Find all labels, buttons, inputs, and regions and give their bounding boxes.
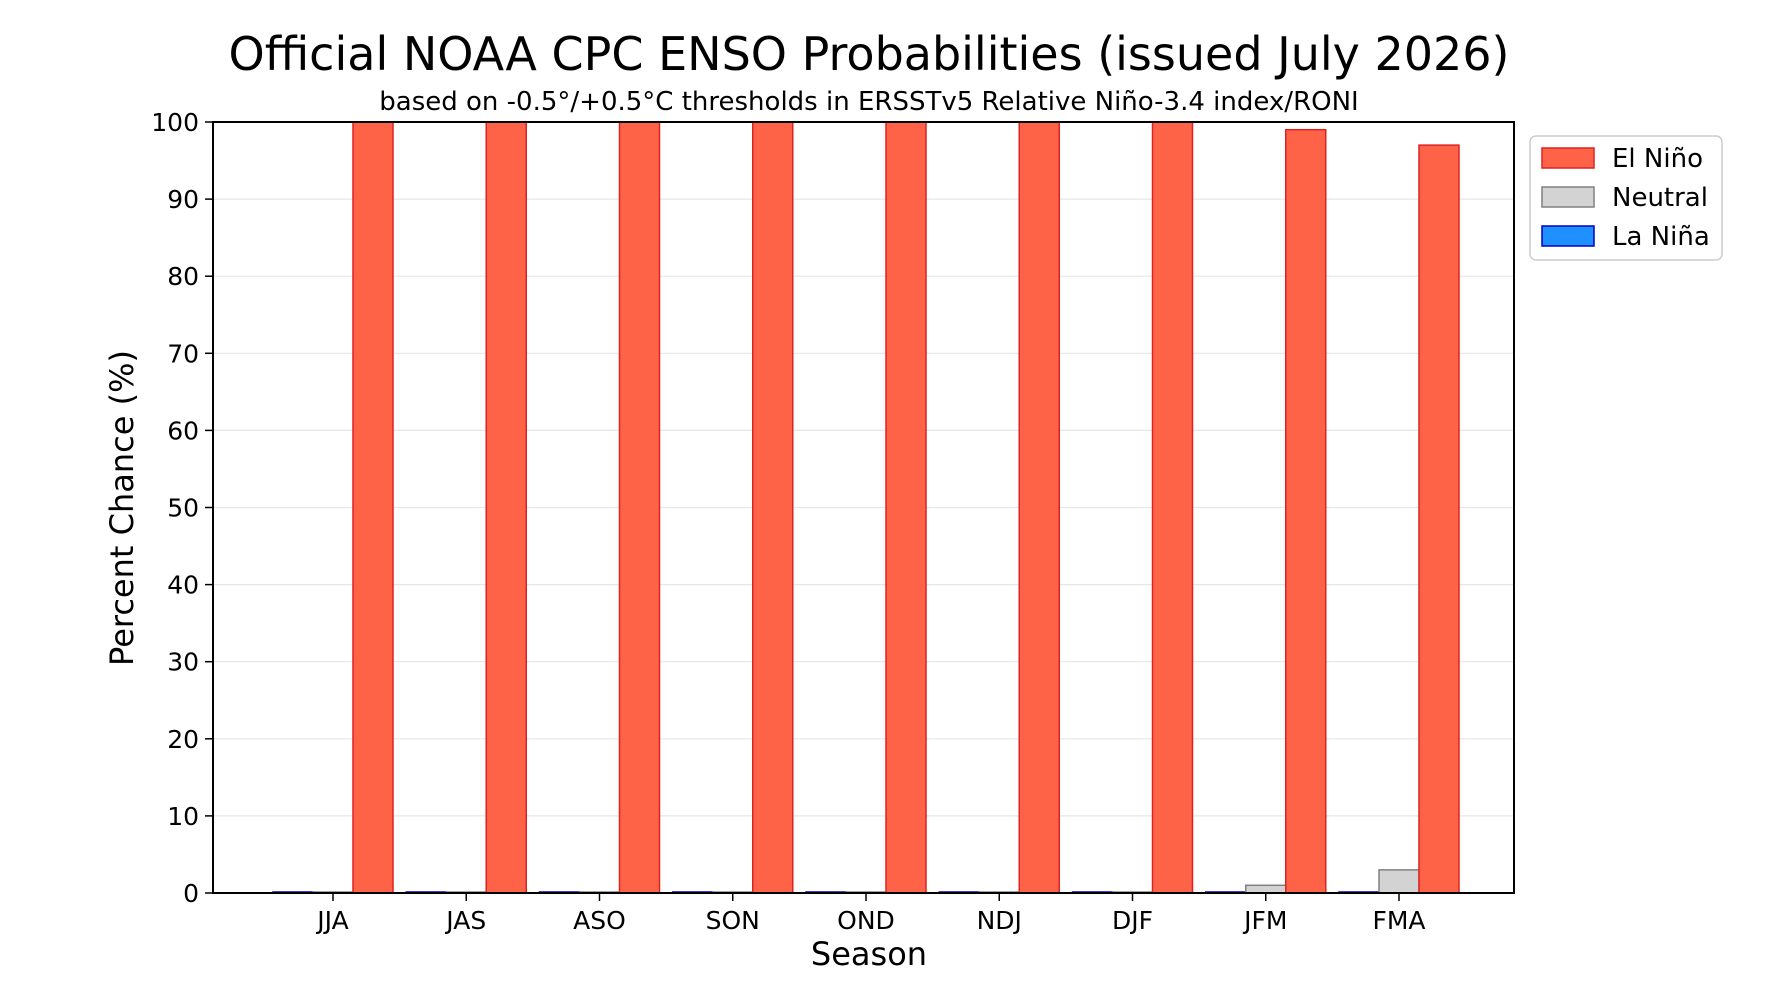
bar-el-nino-jas — [485, 121, 527, 894]
y-tick-label: 100 — [151, 108, 199, 137]
x-tick-label: OND — [837, 906, 895, 935]
legend-swatch-la-nina — [1541, 225, 1595, 247]
bar-el-nino-jfm — [1285, 128, 1327, 894]
y-tick-label: 20 — [167, 725, 199, 754]
bar-el-nino-ond — [885, 121, 927, 894]
y-tick-label: 10 — [167, 802, 199, 831]
legend-label-la-nina: La Niña — [1612, 222, 1710, 252]
x-tick-label: JFM — [1242, 906, 1287, 935]
bar-series — [272, 121, 1460, 894]
x-tick-label: JAS — [444, 906, 486, 935]
y-tick-label: 60 — [167, 416, 199, 445]
x-tick-label: FMA — [1372, 906, 1425, 935]
legend-swatch-neutral — [1541, 186, 1595, 208]
y-tick-label: 0 — [183, 879, 199, 908]
x-axis-label: Season — [811, 935, 927, 973]
y-tick-label: 90 — [167, 185, 199, 214]
chart-title: Official NOAA CPC ENSO Probabilities (is… — [229, 27, 1510, 81]
legend-label-neutral: Neutral — [1612, 183, 1708, 213]
bar-neutral-fma — [1378, 869, 1420, 894]
x-tick-label: ASO — [573, 906, 626, 935]
y-tick-label: 50 — [167, 494, 199, 523]
legend-label-el-nino: El Niño — [1612, 144, 1703, 174]
legend: El Niño Neutral La Niña — [1529, 135, 1723, 261]
x-axis-ticks: JJA JAS ASO SON OND NDJ DJF JFM FMA — [315, 893, 1426, 935]
bar-el-nino-ndj — [1018, 121, 1060, 894]
bar-neutral-jfm — [1245, 884, 1287, 894]
y-axis-ticks: 0 10 20 30 40 50 60 70 80 90 100 — [151, 108, 213, 908]
legend-swatch-el-nino — [1541, 147, 1595, 169]
x-tick-label: NDJ — [977, 906, 1022, 935]
x-tick-label: DJF — [1112, 906, 1153, 935]
bar-el-nino-djf — [1151, 121, 1194, 894]
y-tick-label: 40 — [167, 571, 199, 600]
bar-el-nino-jja — [352, 121, 394, 894]
x-tick-label: SON — [706, 906, 760, 935]
x-tick-label: JJA — [315, 906, 348, 935]
y-tick-label: 70 — [167, 339, 199, 368]
y-tick-label: 30 — [167, 648, 199, 677]
bar-el-nino-aso — [618, 121, 661, 894]
bar-el-nino-fma — [1418, 144, 1460, 894]
y-axis-label: Percent Chance (%) — [103, 350, 141, 666]
bar-el-nino-son — [752, 121, 794, 894]
chart-subtitle: based on -0.5°/+0.5°C thresholds in ERSS… — [379, 87, 1358, 117]
y-tick-label: 80 — [167, 262, 199, 291]
